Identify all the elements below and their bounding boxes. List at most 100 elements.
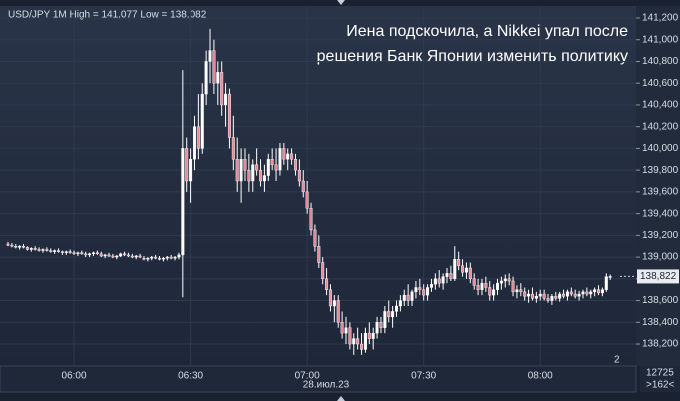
candle-body [344, 327, 348, 334]
candle-body [546, 298, 550, 301]
candle-body [123, 253, 127, 256]
candle-body [99, 253, 103, 257]
candle-body [476, 285, 480, 290]
candle-body [130, 255, 134, 258]
candle-body [231, 137, 235, 160]
candle-body [305, 191, 309, 209]
page-label: 2 [614, 355, 620, 366]
candle-body [391, 311, 395, 318]
y-tick-label: 141,200 [642, 13, 679, 24]
candle-body [375, 322, 379, 334]
candle-body [150, 256, 154, 259]
y-tick-label: 140,800 [642, 56, 679, 67]
candle-body [398, 300, 402, 307]
candle-body [352, 338, 356, 345]
volume-label: 12725 [646, 368, 674, 379]
candle-body [457, 259, 461, 266]
candle-body [387, 311, 391, 318]
candle-body [158, 257, 162, 260]
candle-body [437, 278, 441, 284]
candle-body [181, 148, 185, 256]
candle-body [402, 294, 406, 301]
candle-body [107, 254, 111, 257]
candle-body [49, 250, 53, 252]
candle-body [251, 164, 255, 182]
candle-body [523, 291, 527, 297]
candle-body [429, 284, 433, 288]
candle-body [383, 311, 387, 328]
candle-body [119, 253, 123, 257]
candle-body [146, 257, 150, 260]
candle-body [542, 293, 546, 299]
candle-body [274, 164, 278, 171]
candle-body [216, 72, 220, 84]
y-tick-label: 139,000 [642, 252, 679, 263]
price-axis [636, 6, 680, 366]
candle-body [597, 289, 601, 294]
candle-body [286, 153, 290, 160]
candle-body [76, 252, 80, 255]
candle-body [111, 255, 115, 258]
candle-body [224, 93, 228, 106]
candle-body [309, 207, 313, 231]
candle-body [562, 293, 566, 297]
candle-body [192, 126, 196, 160]
candle-body [33, 248, 37, 250]
candle-body [115, 255, 119, 258]
candle-body [208, 50, 212, 62]
candle-body [88, 253, 92, 256]
title-line: решения Банк Японии изменить политику [317, 48, 628, 65]
y-tick-label: 138,600 [642, 295, 679, 306]
candle-body [604, 276, 608, 290]
x-tick-label: 07:30 [411, 371, 436, 382]
candle-body [445, 273, 449, 277]
scroll-arrow [337, 396, 345, 401]
candle-body [406, 294, 410, 301]
candle-body [161, 257, 165, 260]
candle-body [220, 72, 224, 106]
candle-body [6, 243, 10, 246]
candle-body [25, 247, 29, 250]
candle-body [558, 293, 562, 299]
y-tick-label: 139,600 [642, 187, 679, 198]
y-tick-label: 139,200 [642, 230, 679, 241]
candle-body [173, 256, 177, 259]
candle-body [22, 246, 26, 248]
candle-body [154, 256, 158, 259]
candle-body [519, 289, 523, 293]
candle-body [317, 246, 321, 263]
candle-body [138, 255, 142, 258]
candle-body [461, 265, 465, 273]
candle-body [515, 289, 519, 293]
last-price-tag [637, 269, 679, 284]
candle-body [441, 276, 445, 284]
candle-body [332, 300, 336, 307]
x-tick-label: 06:00 [62, 371, 87, 382]
candle-body [589, 291, 593, 295]
candle-body [496, 282, 500, 290]
candle-body [336, 300, 340, 323]
candle-body [422, 289, 426, 296]
candle-body [577, 293, 581, 297]
candle-body [534, 296, 538, 299]
candle-body [29, 248, 33, 250]
candle-body [80, 252, 84, 255]
y-tick-label: 141,000 [642, 34, 679, 45]
candle-body [200, 93, 204, 149]
candle-body [189, 159, 193, 182]
candle-body [297, 169, 301, 182]
candle-body [499, 280, 503, 284]
candle-body [468, 267, 472, 280]
candle-body [507, 278, 511, 282]
candle-body [600, 289, 604, 294]
candle-body [290, 153, 294, 160]
candle-body [340, 322, 344, 334]
candle-body [10, 244, 14, 247]
candle-body [569, 291, 573, 295]
candle-body [212, 50, 216, 84]
candle-body [464, 267, 468, 273]
candle-body [472, 278, 476, 286]
y-tick-label: 140,200 [642, 121, 679, 132]
candle-body [480, 282, 484, 290]
